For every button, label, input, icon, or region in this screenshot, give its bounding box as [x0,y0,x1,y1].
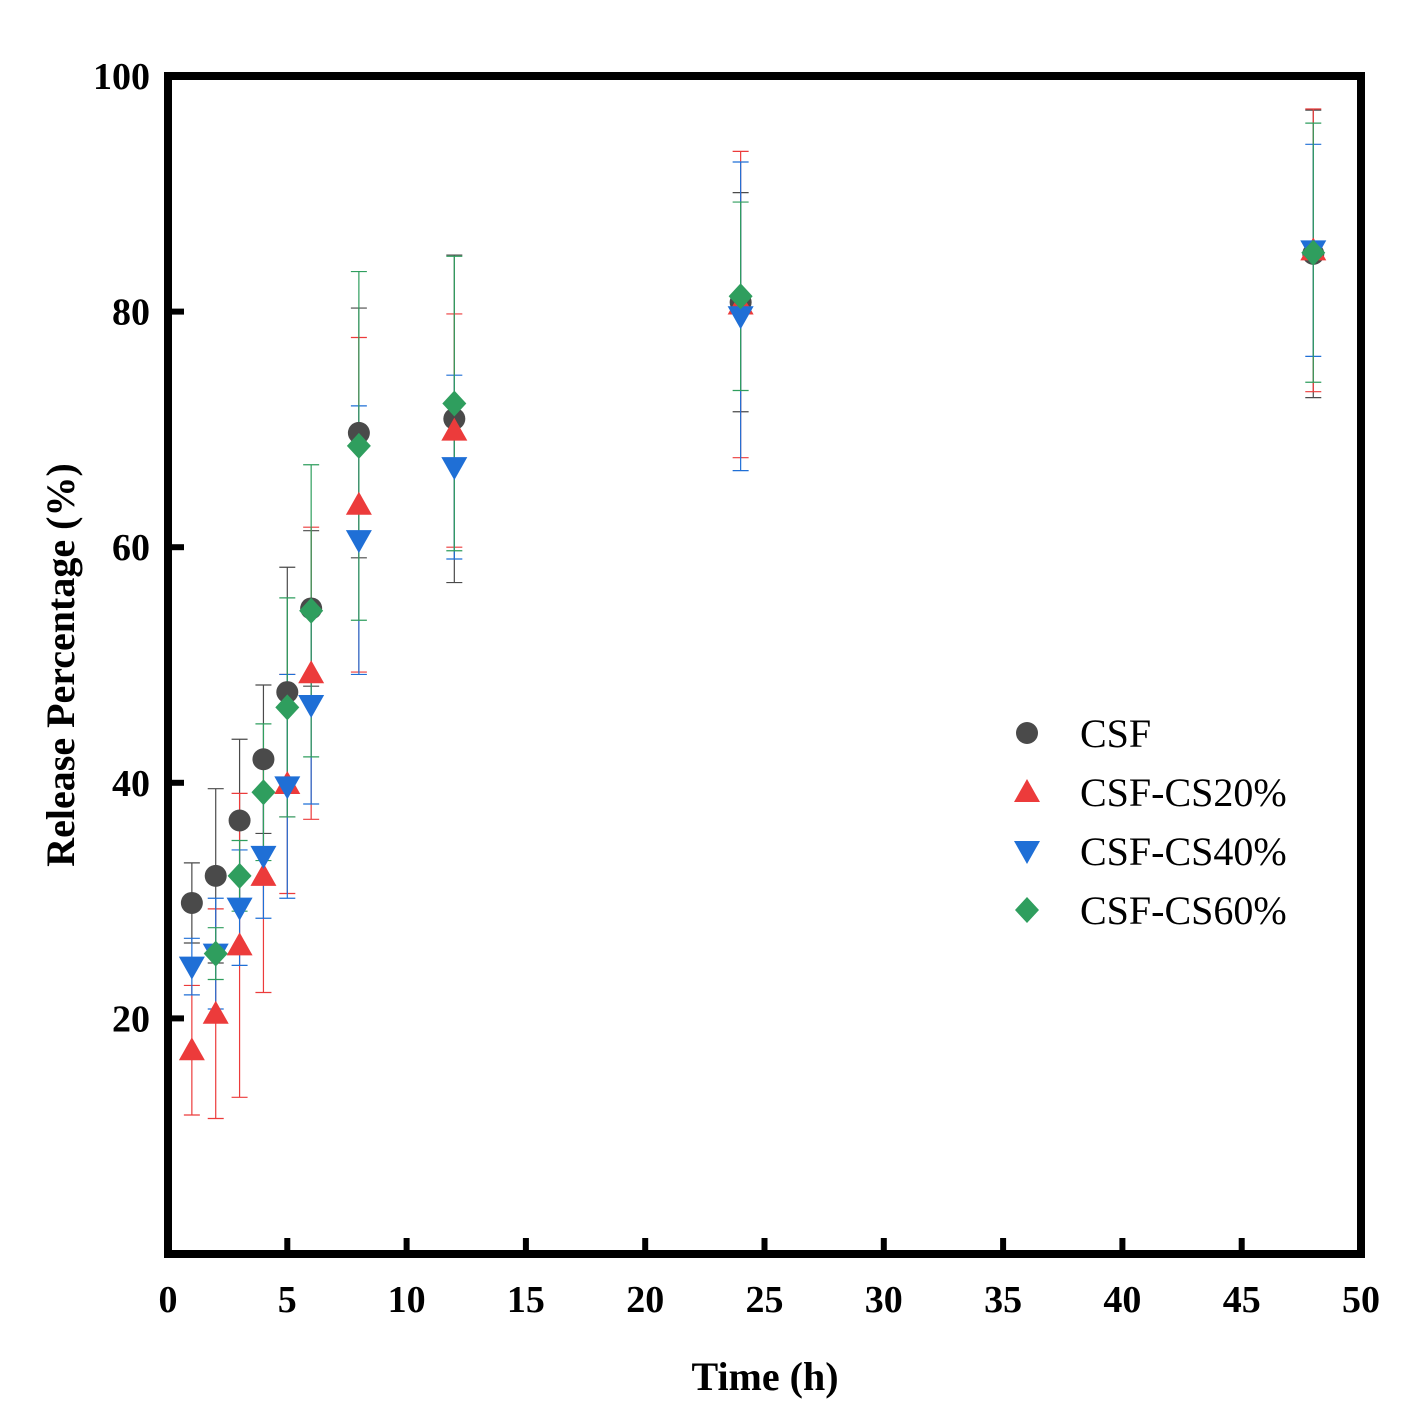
x-tick-label: 0 [159,1279,178,1321]
data-point [204,864,227,887]
x-axis-title: Time (h) [691,1354,838,1399]
data-point [252,748,275,771]
data-point [1301,239,1326,266]
x-tick-label: 40 [1103,1279,1141,1321]
data-point [226,897,253,921]
axis-ticks: 0 5 10 15 20 25 30 35 40 45 50 20 40 60 80 100 [93,56,1380,1321]
y-axis-title: Release Percentage (%) [38,463,83,867]
legend-marker [1015,897,1039,923]
y-tick-label: 80 [112,292,150,334]
legend-marker [1016,722,1038,744]
y-tick-label: 100 [93,56,150,98]
legend-marker [1014,779,1040,802]
data-point [299,597,324,624]
data-point [442,390,467,417]
legend: CSF CSF-CS20% CSF-CS40% CSF-CS60% [1014,711,1287,933]
series-markers-3 [203,239,1326,967]
legend-label: CSF-CS40% [1080,829,1287,874]
data-point [274,776,301,800]
legend-label: CSF [1080,711,1151,756]
x-tick-label: 30 [865,1279,903,1321]
series-markers-2 [178,240,1327,980]
legend-label: CSF-CS20% [1080,770,1287,815]
data-point [178,956,205,980]
legend-label: CSF-CS60% [1080,888,1287,933]
data-point [250,862,277,886]
data-point [202,1000,229,1024]
data-point [441,457,468,481]
data-point [228,809,251,832]
series-markers-1 [178,237,1327,1061]
data-point [345,491,372,515]
plot-frame [164,72,1365,1258]
data-point [227,862,252,889]
x-tick-label: 35 [984,1279,1022,1321]
x-tick-label: 5 [278,1279,297,1321]
data-point [441,417,468,441]
series-1 [183,108,1322,1120]
data-point [203,940,228,967]
data-point [250,845,277,869]
data-point [345,530,372,554]
data-point [298,660,325,684]
data-point [275,694,300,721]
y-tick-label: 40 [112,763,150,805]
x-tick-label: 20 [626,1279,664,1321]
data-series [178,108,1327,1120]
data-point [727,306,754,330]
x-tick-label: 15 [507,1279,545,1321]
series-2 [183,143,1322,1010]
data-point [251,779,276,806]
data-point [728,283,753,310]
data-point [180,891,203,914]
data-point [346,432,371,459]
data-point [276,681,299,704]
data-point [178,1037,205,1061]
x-tick-label: 25 [746,1279,784,1321]
x-tick-label: 10 [388,1279,426,1321]
x-tick-label: 45 [1223,1279,1261,1321]
data-point [226,932,253,956]
x-tick-label: 50 [1342,1279,1380,1321]
y-tick-label: 60 [112,527,150,569]
legend-marker [1014,841,1040,864]
data-point [298,695,325,719]
y-tick-label: 20 [112,998,150,1040]
